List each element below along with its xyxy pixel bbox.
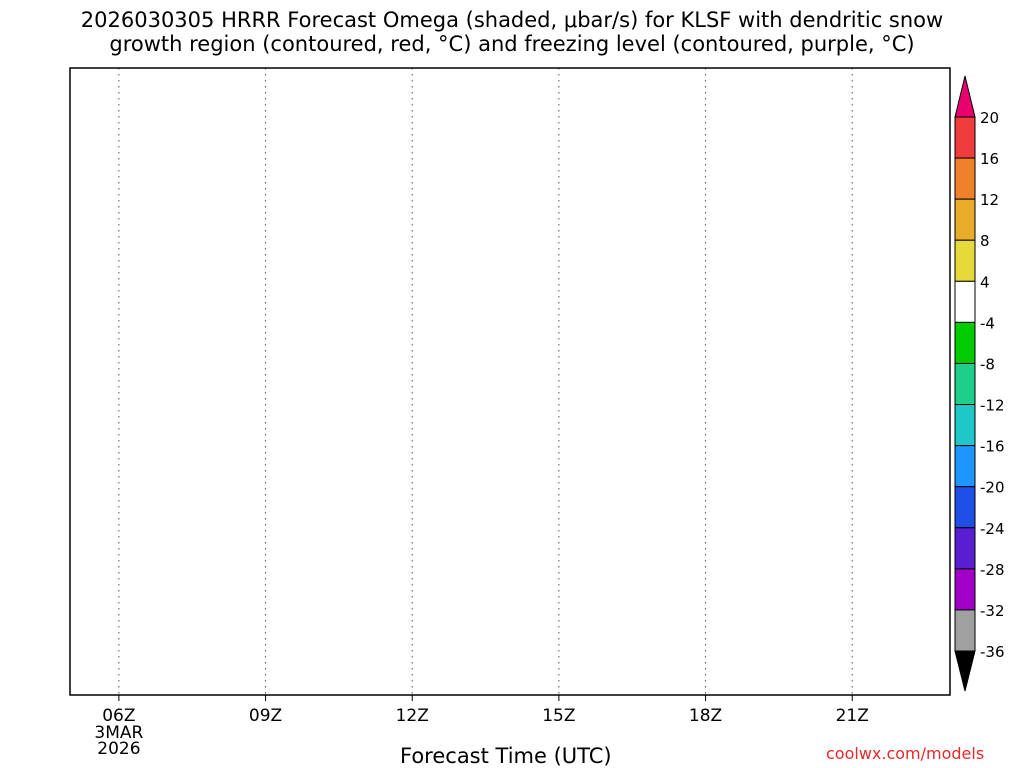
chart-title: 2026030305 HRRR Forecast Omega (shaded, … bbox=[0, 8, 1024, 56]
site-credit: coolwx.com/models bbox=[826, 744, 985, 763]
colorbar-label-3: 8 bbox=[980, 232, 990, 250]
colorbar-segment-5 bbox=[954, 321, 976, 364]
colorbar-segment-3 bbox=[954, 239, 976, 282]
colorbar-segment-11 bbox=[954, 568, 976, 611]
colorbar-label-11: -28 bbox=[980, 561, 1005, 579]
x-date-label-1: 2026 bbox=[97, 739, 140, 759]
colorbar-label-0: 20 bbox=[980, 109, 999, 127]
colorbar-top-arrow bbox=[954, 75, 976, 118]
x-tick-15Z: 15Z bbox=[542, 706, 575, 726]
colorbar-segment-4 bbox=[954, 280, 976, 323]
colorbar-segment-6 bbox=[954, 362, 976, 406]
colorbar-segment-8 bbox=[954, 445, 976, 488]
colorbar-label-2: 12 bbox=[980, 191, 999, 209]
grid-lines bbox=[118, 68, 853, 695]
x-tick-06Z: 06Z bbox=[102, 706, 135, 726]
title-line-2: growth region (contoured, red, °C) and f… bbox=[109, 32, 915, 56]
colorbar-label-7: -12 bbox=[980, 397, 1005, 415]
colorbar-label-4: 4 bbox=[980, 273, 990, 291]
colorbar-label-8: -16 bbox=[980, 438, 1005, 456]
x-tick-12Z: 12Z bbox=[396, 706, 429, 726]
x-tick-18Z: 18Z bbox=[689, 706, 722, 726]
colorbar-label-10: -24 bbox=[980, 520, 1005, 538]
colorbar-segment-7 bbox=[954, 404, 976, 447]
x-axis-label: Forecast Time (UTC) bbox=[400, 744, 612, 768]
colorbar: 20 16 12 8 4 -4 -8 -12 -16 -20 -24 -28 -32 -36 bbox=[954, 75, 1005, 692]
colorbar-label-6: -8 bbox=[980, 355, 995, 373]
colorbar-segment-2 bbox=[954, 198, 976, 241]
title-line-1: 2026030305 HRRR Forecast Omega (shaded, … bbox=[80, 8, 944, 32]
x-date-label-0: 3MAR bbox=[94, 723, 143, 743]
colorbar-label-12: -32 bbox=[980, 602, 1005, 620]
colorbar-segment-0 bbox=[954, 116, 976, 159]
colorbar-segment-12 bbox=[954, 609, 976, 652]
x-tick-21Z: 21Z bbox=[836, 706, 869, 726]
x-tick-09Z: 09Z bbox=[249, 706, 282, 726]
colorbar-label-9: -20 bbox=[980, 479, 1005, 497]
colorbar-bottom-arrow bbox=[954, 650, 976, 692]
colorbar-segment-9 bbox=[954, 486, 976, 529]
colorbar-label-1: 16 bbox=[980, 150, 999, 168]
colorbar-label-5: -4 bbox=[980, 314, 995, 332]
colorbar-segment-1 bbox=[954, 157, 976, 200]
plot-frame bbox=[69, 67, 951, 696]
colorbar-segment-10 bbox=[954, 527, 976, 570]
colorbar-label-13: -36 bbox=[980, 643, 1005, 661]
